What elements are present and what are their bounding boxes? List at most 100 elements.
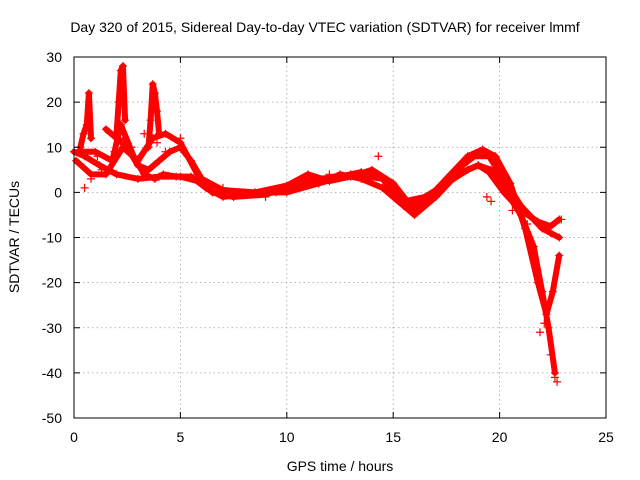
data-point	[159, 170, 168, 179]
y-axis-title: SDTVAR / TECUs	[6, 181, 22, 293]
data-point	[101, 125, 110, 134]
data-point	[87, 134, 96, 143]
data-point	[529, 215, 538, 224]
data-point	[555, 251, 564, 260]
data-point	[538, 224, 547, 233]
data-point	[431, 192, 440, 201]
data-point	[108, 156, 117, 165]
data-point	[546, 350, 555, 359]
data-point	[118, 62, 127, 71]
data-point	[508, 206, 517, 215]
data-point	[176, 134, 185, 143]
data-point	[140, 129, 149, 138]
data-point	[116, 66, 125, 75]
x-tick-label: 0	[70, 429, 78, 445]
grid-lines	[74, 57, 606, 418]
data-point	[118, 134, 127, 143]
data-point	[144, 143, 153, 152]
data-point	[110, 147, 119, 156]
data-point	[304, 170, 313, 179]
data-point	[144, 165, 153, 174]
data-point	[399, 201, 408, 210]
data-point	[82, 120, 91, 129]
data-point	[548, 287, 557, 296]
data-point	[218, 183, 227, 192]
data-point	[197, 174, 206, 183]
data-point	[152, 138, 161, 147]
data-point	[240, 188, 249, 197]
data-point	[314, 179, 323, 188]
data-point	[550, 373, 559, 382]
data-point	[97, 165, 106, 174]
data-point	[155, 156, 164, 165]
x-tick-label: 15	[385, 429, 401, 445]
y-tick-label: -10	[42, 230, 62, 246]
data-point	[557, 215, 566, 224]
data-point	[112, 170, 121, 179]
data-point	[538, 287, 547, 296]
y-tick-label: 20	[46, 94, 62, 110]
data-point	[187, 156, 196, 165]
data-point	[389, 179, 398, 188]
data-point	[93, 152, 102, 161]
data-point	[536, 328, 545, 337]
data-point	[133, 174, 142, 183]
data-point	[523, 219, 532, 228]
data-point	[176, 143, 185, 152]
data-point	[133, 161, 142, 170]
data-point	[374, 152, 383, 161]
x-tick-label: 10	[279, 429, 295, 445]
x-tick-label: 20	[492, 429, 508, 445]
data-point	[346, 170, 355, 179]
series-spike-3	[144, 80, 164, 152]
data-point	[506, 179, 515, 188]
data-point	[482, 192, 491, 201]
chart-title: Day 320 of 2015, Sidereal Day-to-day VTE…	[70, 19, 579, 35]
data-point	[540, 319, 549, 328]
data-point	[87, 174, 96, 183]
axis-ticks: 0 5 10 15 20 25 -50 -40 -30 -20 -10 0 10 20 30	[42, 49, 614, 445]
data-point	[218, 192, 227, 201]
series-track-4	[101, 125, 559, 377]
y-tick-label: -30	[42, 320, 62, 336]
data-point	[250, 188, 259, 197]
data-point	[555, 233, 564, 242]
data-point	[325, 170, 334, 179]
data-point	[544, 323, 553, 332]
data-point	[293, 179, 302, 188]
data-point	[546, 228, 555, 237]
data-point	[463, 152, 472, 161]
x-tick-label: 25	[598, 429, 614, 445]
data-point	[378, 183, 387, 192]
data-point	[453, 170, 462, 179]
data-point	[378, 174, 387, 183]
data-point	[487, 197, 496, 206]
data-point	[150, 89, 159, 98]
data-point	[491, 152, 500, 161]
data-point	[172, 172, 181, 181]
data-point	[410, 206, 419, 215]
data-point	[487, 165, 496, 174]
data-point	[127, 143, 136, 152]
data-point	[140, 170, 149, 179]
data-point	[114, 98, 123, 107]
data-point	[121, 116, 130, 125]
x-tick-label: 5	[177, 429, 185, 445]
data-series	[70, 62, 566, 386]
y-tick-label: -50	[42, 410, 62, 426]
data-point	[155, 129, 164, 138]
data-point	[72, 156, 81, 165]
data-point	[112, 129, 121, 138]
series-points	[80, 129, 566, 386]
data-point	[499, 183, 508, 192]
data-point	[146, 116, 155, 125]
y-tick-label: 0	[54, 184, 62, 200]
data-point	[516, 210, 525, 219]
data-point	[152, 107, 161, 116]
data-point	[80, 183, 89, 192]
series-spike-1	[76, 89, 96, 152]
data-point	[201, 183, 210, 192]
data-point	[91, 147, 100, 156]
y-tick-label: -40	[42, 365, 62, 381]
